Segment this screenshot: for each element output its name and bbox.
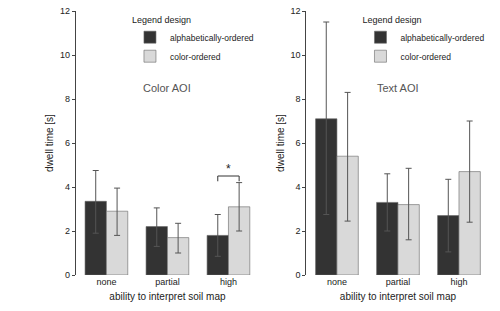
svg-text:dwell time [s]: dwell time [s]: [275, 114, 286, 172]
svg-text:8: 8: [296, 94, 301, 104]
svg-text:high: high: [450, 277, 467, 287]
svg-text:2: 2: [65, 226, 70, 236]
svg-text:color-ordered: color-ordered: [400, 52, 451, 62]
svg-text:alphabetically-ordered: alphabetically-ordered: [400, 33, 484, 43]
svg-text:Legend design: Legend design: [362, 15, 421, 25]
svg-text:Legend design: Legend design: [132, 15, 191, 25]
svg-text:high: high: [220, 277, 237, 287]
svg-text:8: 8: [65, 94, 70, 104]
svg-text:none: none: [96, 277, 116, 287]
svg-text:partial: partial: [386, 277, 411, 287]
svg-text:color-ordered: color-ordered: [170, 52, 221, 62]
svg-text:12: 12: [291, 6, 301, 16]
svg-text:partial: partial: [155, 277, 180, 287]
svg-text:ability to interpret soil map: ability to interpret soil map: [109, 291, 226, 302]
svg-text:0: 0: [65, 270, 70, 280]
svg-text:6: 6: [296, 138, 301, 148]
svg-text:Text AOI: Text AOI: [377, 82, 419, 94]
svg-text:4: 4: [65, 182, 70, 192]
svg-text:*: *: [226, 162, 231, 176]
svg-text:0: 0: [296, 270, 301, 280]
svg-text:dwell time [s]: dwell time [s]: [44, 114, 55, 172]
svg-text:4: 4: [296, 182, 301, 192]
svg-text:ability to interpret soil map: ability to interpret soil map: [340, 291, 457, 302]
svg-text:alphabetically-ordered: alphabetically-ordered: [170, 33, 254, 43]
svg-text:2: 2: [296, 226, 301, 236]
svg-text:none: none: [327, 277, 347, 287]
svg-text:10: 10: [60, 50, 70, 60]
svg-text:Color AOI: Color AOI: [143, 82, 191, 94]
svg-text:10: 10: [291, 50, 301, 60]
svg-text:6: 6: [65, 138, 70, 148]
svg-text:12: 12: [60, 6, 70, 16]
